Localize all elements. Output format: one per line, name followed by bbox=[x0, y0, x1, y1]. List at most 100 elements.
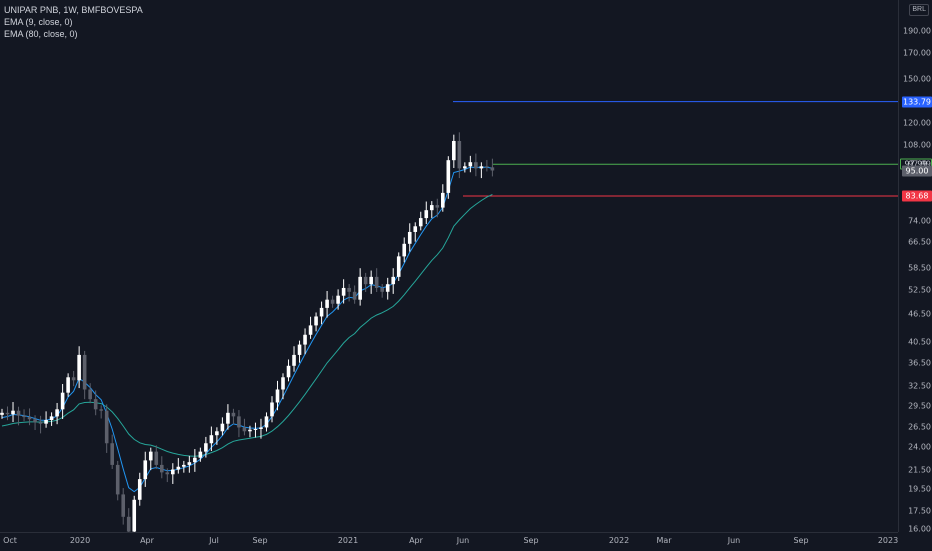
candle-body[interactable] bbox=[479, 166, 484, 169]
candle-body[interactable] bbox=[330, 299, 335, 304]
candle-body[interactable] bbox=[363, 276, 368, 285]
candle-body[interactable] bbox=[490, 167, 495, 171]
candle-body[interactable] bbox=[429, 205, 434, 211]
candle-body[interactable] bbox=[347, 287, 351, 292]
candle-body[interactable] bbox=[424, 210, 429, 219]
candle-body[interactable] bbox=[374, 276, 379, 288]
candle-body[interactable] bbox=[0, 412, 4, 415]
candle-body[interactable] bbox=[452, 140, 456, 161]
candle-body[interactable] bbox=[292, 354, 296, 366]
candle-body[interactable] bbox=[110, 443, 114, 465]
candle-body[interactable] bbox=[314, 316, 318, 326]
candle-body[interactable] bbox=[248, 429, 252, 432]
candle-body[interactable] bbox=[99, 409, 103, 411]
candle-body[interactable] bbox=[418, 218, 423, 227]
price-axis[interactable]: BRL 190.00 170.00 150.00 133.79 120.00 108.00… bbox=[898, 0, 932, 534]
candle-body[interactable] bbox=[82, 354, 87, 390]
candle-body[interactable] bbox=[231, 412, 236, 417]
candle-body[interactable] bbox=[49, 416, 54, 420]
candle-body[interactable] bbox=[193, 457, 197, 463]
candle-body[interactable] bbox=[60, 392, 65, 410]
candle-body[interactable] bbox=[297, 344, 302, 355]
candle-body[interactable] bbox=[44, 419, 48, 424]
candle-body[interactable] bbox=[396, 256, 401, 277]
candle-body[interactable] bbox=[352, 291, 357, 300]
currency-badge[interactable]: BRL bbox=[909, 4, 929, 16]
candle-body[interactable] bbox=[308, 325, 313, 335]
candle-body[interactable] bbox=[215, 431, 219, 436]
candle-body[interactable] bbox=[126, 516, 131, 532]
candle-body[interactable] bbox=[413, 226, 418, 232]
candle-body[interactable] bbox=[38, 422, 43, 424]
candle-body[interactable] bbox=[446, 160, 451, 193]
candle-body[interactable] bbox=[171, 469, 175, 475]
candle-body[interactable] bbox=[176, 466, 181, 470]
candle-body[interactable] bbox=[137, 479, 142, 500]
candle-body[interactable] bbox=[132, 499, 137, 532]
candle-body[interactable] bbox=[88, 389, 92, 400]
price-chart[interactable] bbox=[0, 0, 898, 542]
candle-body[interactable] bbox=[358, 276, 362, 300]
candle-body[interactable] bbox=[435, 205, 440, 208]
candle-body[interactable] bbox=[93, 399, 98, 410]
candle-body[interactable] bbox=[66, 377, 70, 393]
candle-body[interactable] bbox=[11, 410, 15, 415]
candle-body[interactable] bbox=[182, 464, 186, 467]
candle-body[interactable] bbox=[264, 416, 269, 428]
candle-body[interactable] bbox=[242, 427, 247, 432]
candle-body[interactable] bbox=[407, 231, 412, 244]
time-axis[interactable]: Oct 2020 Apr Jul Sep 2021 Apr Jun Sep 2022 Mar Jun S… bbox=[0, 532, 898, 551]
candle-body[interactable] bbox=[154, 451, 159, 465]
candle-body[interactable] bbox=[187, 462, 192, 465]
candle-body[interactable] bbox=[220, 423, 225, 432]
candle-body[interactable] bbox=[485, 166, 489, 168]
candle-body[interactable] bbox=[16, 410, 21, 416]
candle-body[interactable] bbox=[165, 472, 170, 475]
candle-body[interactable] bbox=[22, 415, 26, 418]
candle-body[interactable] bbox=[71, 377, 76, 381]
candle-body[interactable] bbox=[341, 287, 346, 296]
candle-body[interactable] bbox=[198, 451, 203, 458]
candle-body[interactable] bbox=[402, 243, 407, 257]
candle-body[interactable] bbox=[159, 464, 164, 473]
candle-body[interactable] bbox=[303, 334, 307, 345]
candle-body[interactable] bbox=[325, 299, 329, 308]
candle-body[interactable] bbox=[253, 428, 258, 430]
candle-body[interactable] bbox=[27, 417, 32, 420]
candle-body[interactable] bbox=[474, 162, 478, 169]
candle-body[interactable] bbox=[209, 435, 214, 444]
candle-body[interactable] bbox=[5, 412, 10, 415]
candle-body[interactable] bbox=[121, 494, 126, 517]
chart-area[interactable]: UNIPAR PNB, 1W, BMFBOVESPA EMA (9, close… bbox=[0, 0, 898, 542]
candle-body[interactable] bbox=[226, 412, 230, 424]
candle-body[interactable] bbox=[457, 140, 462, 169]
candle-body[interactable] bbox=[259, 427, 263, 429]
candle-body[interactable] bbox=[33, 419, 37, 423]
candle-body[interactable] bbox=[336, 295, 340, 304]
ema-9-line[interactable] bbox=[1, 166, 493, 493]
candle-body[interactable] bbox=[369, 276, 373, 285]
ema-80-line[interactable] bbox=[1, 193, 493, 457]
candle-body[interactable] bbox=[204, 443, 208, 452]
candle-body[interactable] bbox=[380, 287, 384, 292]
ema-slow-legend[interactable]: EMA (80, close, 0) bbox=[4, 29, 78, 39]
candle-body[interactable] bbox=[385, 284, 390, 292]
candle-body[interactable] bbox=[468, 162, 473, 167]
ema-fast-legend[interactable]: EMA (9, close, 0) bbox=[4, 17, 73, 27]
candle-body[interactable] bbox=[391, 276, 396, 285]
candle-body[interactable] bbox=[115, 464, 120, 495]
candle-body[interactable] bbox=[281, 377, 285, 390]
candle-body[interactable] bbox=[55, 409, 59, 417]
candle-body[interactable] bbox=[104, 410, 109, 444]
candle-body[interactable] bbox=[143, 460, 148, 480]
candle-body[interactable] bbox=[275, 389, 280, 403]
candle-body[interactable] bbox=[319, 307, 324, 317]
candle-body[interactable] bbox=[148, 451, 153, 461]
candle-body[interactable] bbox=[463, 166, 467, 169]
symbol-title[interactable]: UNIPAR PNB, 1W, BMFBOVESPA bbox=[4, 5, 143, 15]
candle-body[interactable] bbox=[237, 416, 241, 428]
candle-body[interactable] bbox=[77, 354, 81, 381]
candle-body[interactable] bbox=[441, 192, 445, 208]
candle-body[interactable] bbox=[270, 402, 274, 417]
candle-body[interactable] bbox=[286, 365, 291, 378]
